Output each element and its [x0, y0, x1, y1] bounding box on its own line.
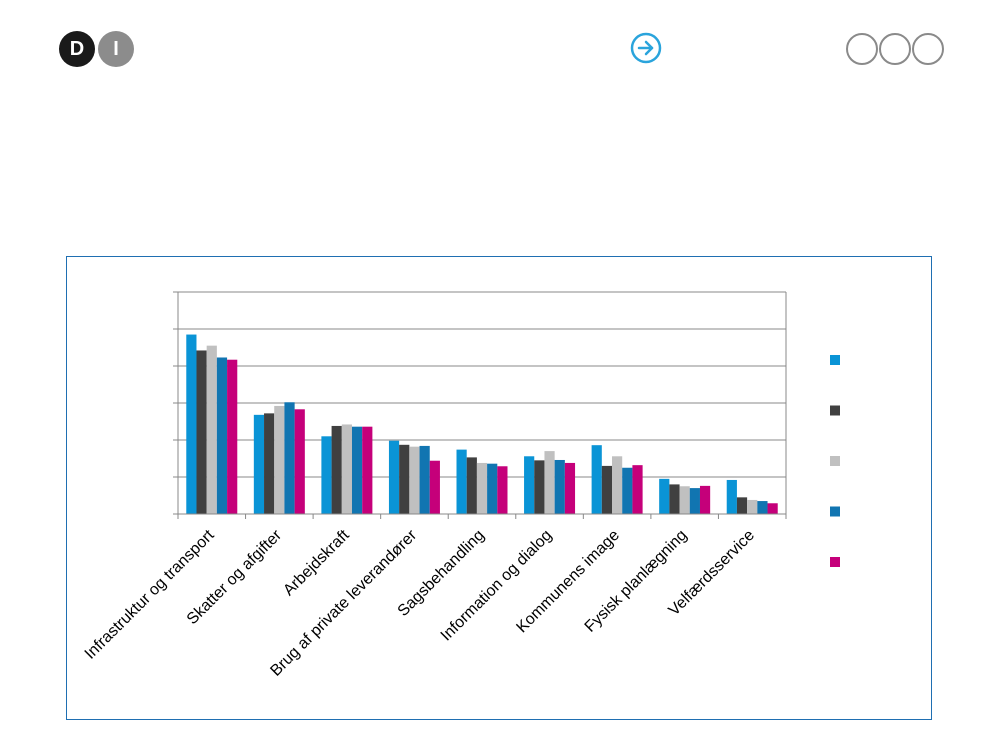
bar	[699, 485, 711, 514]
bar	[321, 436, 332, 514]
bar	[186, 334, 197, 514]
bar	[487, 463, 498, 514]
bar	[227, 359, 238, 514]
bar	[601, 465, 613, 514]
bar	[476, 462, 488, 514]
bar	[726, 479, 737, 514]
bar	[622, 467, 633, 514]
bar	[216, 357, 228, 514]
bar	[264, 413, 275, 514]
navigation-dots	[846, 33, 946, 65]
bar	[767, 503, 778, 514]
arrow-right-circle-icon[interactable]	[630, 32, 662, 64]
bar	[466, 457, 477, 514]
bar	[564, 462, 576, 514]
bar	[747, 499, 758, 514]
bar	[409, 446, 420, 514]
bar	[341, 424, 352, 514]
category-label: Brug af private leverandører	[267, 526, 420, 679]
bar	[399, 444, 410, 514]
bar	[351, 426, 363, 514]
nav-circle-2-icon[interactable]	[879, 33, 911, 65]
bar	[612, 456, 623, 514]
bar	[669, 484, 680, 514]
legend-marker	[830, 355, 840, 365]
bar	[429, 460, 440, 514]
category-label: Infrastruktur og transport	[82, 526, 218, 662]
di-logo: D I	[59, 31, 135, 67]
bar	[544, 451, 555, 514]
bar	[274, 405, 285, 514]
bar	[284, 402, 295, 514]
bar	[679, 486, 690, 514]
bar	[253, 414, 265, 514]
bar	[497, 466, 508, 514]
legend-marker	[830, 456, 840, 466]
bar	[456, 449, 467, 514]
chart-frame	[66, 256, 932, 720]
category-label: Arbejdskraft	[280, 526, 353, 599]
nav-circle-1-icon[interactable]	[846, 33, 878, 65]
bar	[689, 488, 700, 514]
nav-circle-3-icon[interactable]	[912, 33, 944, 65]
bar	[388, 440, 400, 514]
bar	[757, 501, 768, 514]
bar	[331, 425, 342, 514]
legend-marker	[830, 405, 840, 416]
logo-letter-d: D	[59, 31, 95, 67]
bar	[419, 445, 430, 514]
bar	[524, 456, 535, 514]
bar	[554, 459, 565, 514]
bar	[632, 465, 643, 514]
bar	[659, 478, 670, 514]
bar	[206, 345, 217, 514]
bar	[534, 460, 545, 514]
category-label: Information og dialog	[438, 527, 556, 645]
legend-marker	[830, 557, 840, 567]
bar	[362, 426, 373, 514]
logo-letter-i: I	[98, 31, 134, 67]
bar	[294, 409, 305, 514]
legend-marker	[830, 506, 840, 517]
bar	[736, 497, 748, 514]
bar	[196, 350, 207, 514]
bar	[591, 445, 602, 514]
